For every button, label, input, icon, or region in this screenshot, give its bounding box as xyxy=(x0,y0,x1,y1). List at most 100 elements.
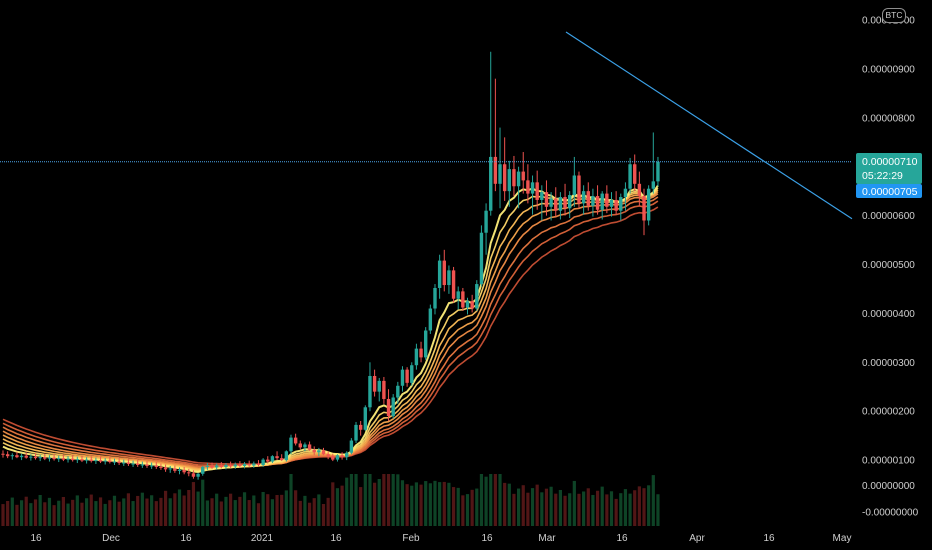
candle[interactable] xyxy=(61,454,66,462)
candle[interactable] xyxy=(238,461,242,468)
candle[interactable] xyxy=(461,287,465,311)
candle[interactable] xyxy=(312,446,316,456)
candle[interactable] xyxy=(349,438,354,455)
candle[interactable] xyxy=(609,192,614,217)
candle[interactable] xyxy=(182,466,186,475)
candle[interactable] xyxy=(29,454,33,461)
candle[interactable] xyxy=(173,465,177,473)
candle[interactable] xyxy=(363,405,368,431)
candle[interactable] xyxy=(651,132,655,194)
candle[interactable] xyxy=(428,304,433,334)
candle[interactable] xyxy=(437,254,442,299)
candle[interactable] xyxy=(205,463,210,470)
candle[interactable] xyxy=(317,447,321,457)
candle[interactable] xyxy=(628,157,632,194)
candle[interactable] xyxy=(256,460,261,467)
candle[interactable] xyxy=(131,460,135,467)
candle[interactable] xyxy=(214,463,219,470)
candle[interactable] xyxy=(70,455,75,462)
candle[interactable] xyxy=(391,394,395,419)
candle[interactable] xyxy=(298,440,302,450)
time-axis[interactable]: 16 Dec 16 2021 16 Feb 16 Mar 16 Apr 16 May xyxy=(30,533,851,544)
candle[interactable] xyxy=(619,193,623,221)
candle[interactable] xyxy=(80,455,84,463)
candle[interactable] xyxy=(196,472,200,480)
candle[interactable] xyxy=(633,154,637,192)
candle[interactable] xyxy=(43,453,47,461)
candle[interactable] xyxy=(465,297,470,315)
candle[interactable] xyxy=(516,166,521,209)
candle[interactable] xyxy=(52,454,56,461)
candle[interactable] xyxy=(126,459,131,466)
candle[interactable] xyxy=(586,182,590,211)
candle[interactable] xyxy=(168,465,172,473)
candle[interactable] xyxy=(84,457,89,464)
candle[interactable] xyxy=(270,455,275,464)
candle[interactable] xyxy=(386,389,391,421)
candle[interactable] xyxy=(642,188,646,236)
candle[interactable] xyxy=(252,461,256,468)
candle[interactable] xyxy=(470,294,474,313)
candle[interactable] xyxy=(358,420,363,436)
candle[interactable] xyxy=(66,456,70,463)
candle[interactable] xyxy=(191,470,196,479)
candle[interactable] xyxy=(544,180,549,216)
candle[interactable] xyxy=(242,462,247,469)
candle[interactable] xyxy=(326,451,330,460)
candle[interactable] xyxy=(512,155,516,197)
candle[interactable] xyxy=(475,280,479,311)
candle[interactable] xyxy=(103,458,107,465)
candle[interactable] xyxy=(577,171,581,209)
candle[interactable] xyxy=(368,362,372,412)
candle[interactable] xyxy=(493,78,498,192)
candle[interactable] xyxy=(94,457,98,465)
candle[interactable] xyxy=(219,462,224,469)
candle[interactable] xyxy=(57,455,61,463)
candle[interactable] xyxy=(554,187,558,217)
candle[interactable] xyxy=(549,192,553,221)
candle[interactable] xyxy=(98,456,103,464)
candle[interactable] xyxy=(33,453,38,460)
candle[interactable] xyxy=(108,457,112,464)
candle[interactable] xyxy=(502,137,507,201)
candle[interactable] xyxy=(567,191,572,219)
candle[interactable] xyxy=(5,451,10,459)
candle[interactable] xyxy=(321,447,326,456)
candlesticks[interactable] xyxy=(1,51,660,480)
candle[interactable] xyxy=(275,451,279,461)
candle[interactable] xyxy=(19,453,24,461)
candle[interactable] xyxy=(507,160,512,207)
candle[interactable] xyxy=(377,377,381,402)
currency-badge[interactable]: BTC xyxy=(882,8,906,23)
candle[interactable] xyxy=(345,451,349,461)
candle[interactable] xyxy=(442,249,446,292)
candle[interactable] xyxy=(38,454,42,462)
candle[interactable] xyxy=(484,203,488,255)
candle[interactable] xyxy=(210,462,214,469)
candle[interactable] xyxy=(266,456,270,464)
candle[interactable] xyxy=(456,286,460,310)
candle[interactable] xyxy=(340,452,344,460)
candle[interactable] xyxy=(354,421,358,443)
candle[interactable] xyxy=(410,362,414,386)
candle[interactable] xyxy=(335,454,340,462)
candle[interactable] xyxy=(112,458,117,465)
candle[interactable] xyxy=(637,171,642,206)
candle[interactable] xyxy=(89,456,93,463)
candle[interactable] xyxy=(145,461,149,468)
candle[interactable] xyxy=(558,192,563,220)
candle[interactable] xyxy=(149,462,154,469)
candle[interactable] xyxy=(228,461,233,468)
candle[interactable] xyxy=(122,459,126,466)
candle[interactable] xyxy=(163,464,168,472)
candle[interactable] xyxy=(261,458,265,467)
candle[interactable] xyxy=(656,156,660,187)
candle[interactable] xyxy=(572,156,577,207)
candle[interactable] xyxy=(47,455,52,462)
candle[interactable] xyxy=(521,152,525,194)
candle[interactable] xyxy=(117,458,121,465)
candle[interactable] xyxy=(423,327,428,360)
candle[interactable] xyxy=(159,463,163,470)
candle[interactable] xyxy=(247,460,251,467)
candle[interactable] xyxy=(1,450,5,458)
